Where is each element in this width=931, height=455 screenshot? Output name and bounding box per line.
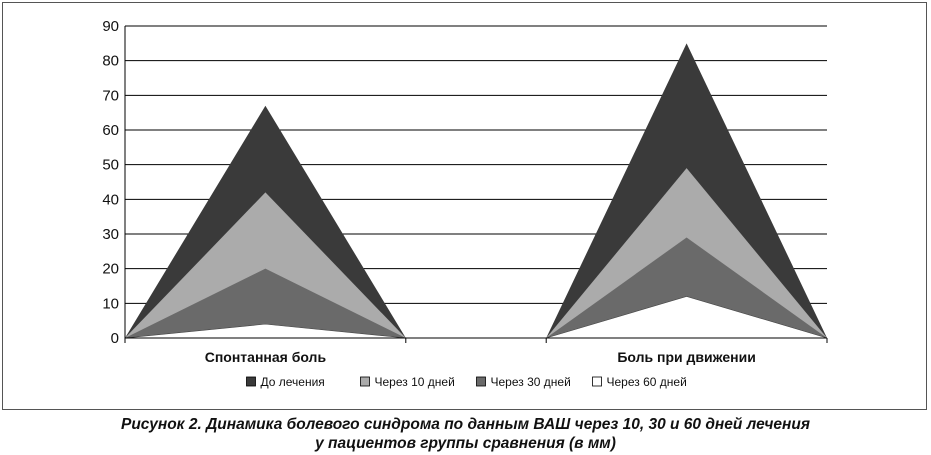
category-label: Спонтанная боль bbox=[205, 349, 327, 365]
area-peak-3-cat-2 bbox=[546, 237, 827, 338]
legend-label: До лечения bbox=[261, 375, 325, 389]
y-tick-label: 20 bbox=[102, 261, 119, 278]
legend-swatch bbox=[592, 376, 602, 387]
y-tick-label: 40 bbox=[102, 191, 119, 208]
legend-label: Через 30 дней bbox=[491, 375, 571, 389]
y-tick-label: 60 bbox=[102, 122, 119, 139]
y-tick-label: 10 bbox=[102, 295, 119, 312]
y-tick-label: 90 bbox=[102, 18, 119, 35]
y-tick-label: 80 bbox=[102, 53, 119, 70]
category-label: Боль при движении bbox=[617, 349, 755, 365]
legend-label: Через 10 дней bbox=[375, 375, 455, 389]
y-tick-label: 0 bbox=[111, 330, 119, 347]
figure-caption: Рисунок 2. Динамика болевого синдрома по… bbox=[0, 415, 931, 453]
caption-line-2: у пациентов группы сравнения (в мм) bbox=[315, 435, 616, 452]
legend-label: Через 60 дней bbox=[607, 375, 687, 389]
pain-dynamics-chart: 0 10 20 30 40 50 60 70 80 90 Спонтанная боль Боль п… bbox=[102, 18, 828, 389]
y-tick-label: 30 bbox=[102, 226, 119, 243]
area-peak-2-cat-1 bbox=[125, 192, 406, 338]
legend-swatch bbox=[360, 376, 370, 387]
chart-frame: 0 10 20 30 40 50 60 70 80 90 Спонтанная боль Боль п… bbox=[2, 2, 927, 410]
legend-swatch bbox=[476, 376, 486, 387]
y-tick-label: 50 bbox=[102, 157, 119, 174]
caption-line-1: Рисунок 2. Динамика болевого синдрома по… bbox=[121, 416, 810, 433]
legend-swatch bbox=[246, 376, 256, 387]
y-tick-label: 70 bbox=[102, 87, 119, 104]
area-peak-3-cat-1 bbox=[125, 268, 406, 338]
